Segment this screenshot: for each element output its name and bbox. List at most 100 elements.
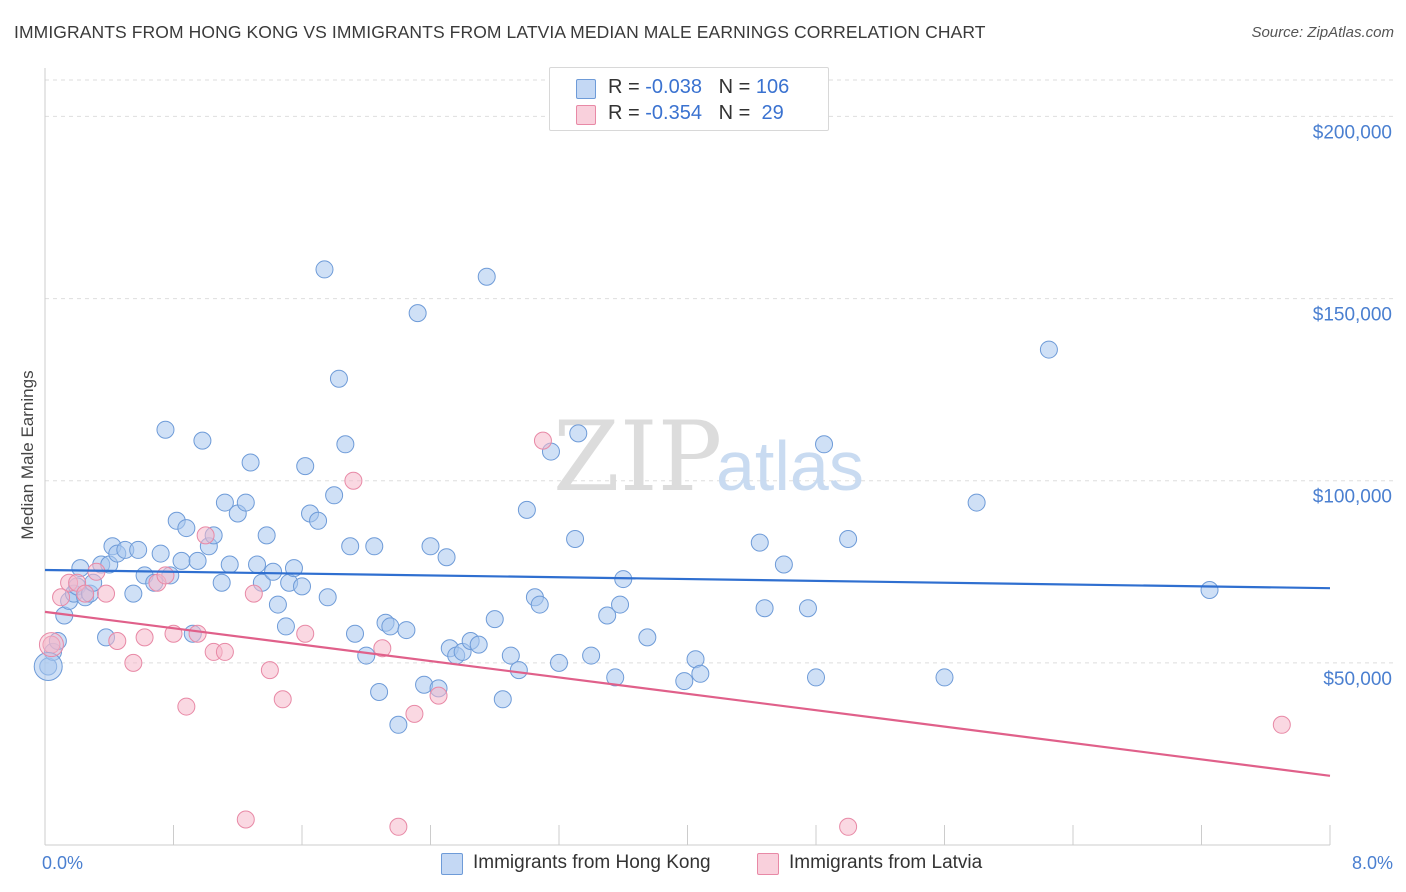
point-hong-kong bbox=[336, 435, 355, 454]
point-latvia bbox=[38, 632, 64, 658]
watermark-zip: ZIP bbox=[553, 401, 722, 513]
point-hong-kong bbox=[469, 635, 488, 654]
point-hong-kong bbox=[156, 420, 175, 439]
point-latvia bbox=[236, 810, 255, 829]
point-hong-kong bbox=[193, 431, 212, 450]
point-hong-kong bbox=[381, 617, 400, 636]
x-tick-label: 8.0% bbox=[1352, 853, 1393, 873]
point-hong-kong bbox=[318, 588, 337, 607]
point-hong-kong bbox=[611, 595, 630, 614]
point-hong-kong bbox=[1039, 340, 1058, 359]
point-hong-kong bbox=[151, 544, 170, 563]
point-hong-kong bbox=[509, 661, 528, 680]
point-latvia bbox=[156, 566, 175, 585]
tick-labels: $50,000 $100,000 $150,000 $200,000 0.0% 8.0% bbox=[42, 122, 1393, 873]
trend-line-latvia bbox=[44, 610, 1331, 777]
point-hong-kong bbox=[501, 646, 520, 665]
point-hong-kong bbox=[293, 577, 311, 596]
point-hong-kong bbox=[315, 260, 334, 279]
point-latvia bbox=[273, 690, 292, 709]
point-latvia bbox=[429, 686, 448, 705]
point-hong-kong bbox=[172, 551, 191, 570]
point-hong-kong bbox=[815, 435, 834, 454]
point-hong-kong bbox=[309, 511, 328, 530]
point-hong-kong bbox=[675, 672, 694, 691]
legend-n-label: N = bbox=[718, 76, 756, 98]
point-hong-kong bbox=[346, 624, 365, 643]
point-hong-kong bbox=[370, 683, 389, 701]
point-hong-kong bbox=[341, 537, 360, 556]
point-hong-kong bbox=[477, 267, 496, 286]
point-hong-kong bbox=[236, 493, 255, 512]
legend-n-value: 29 bbox=[755, 102, 784, 124]
grid bbox=[45, 79, 1395, 664]
point-hong-kong bbox=[798, 599, 817, 618]
y-tick-label: $100,000 bbox=[1313, 487, 1392, 508]
bottom-legend-swatch-hong-kong bbox=[441, 853, 463, 875]
point-hong-kong bbox=[257, 526, 276, 545]
point-hong-kong bbox=[264, 562, 283, 581]
point-hong-kong bbox=[276, 617, 295, 636]
watermark: ZIP atlas bbox=[553, 401, 864, 513]
y-axis-label: Median Male Earnings bbox=[18, 370, 37, 539]
point-latvia bbox=[405, 704, 424, 723]
point-hong-kong bbox=[220, 555, 239, 574]
point-hong-kong bbox=[397, 621, 416, 640]
point-latvia bbox=[244, 584, 263, 603]
point-hong-kong bbox=[33, 652, 63, 681]
point-hong-kong bbox=[325, 486, 344, 505]
watermark-atlas: atlas bbox=[716, 427, 864, 505]
point-hong-kong bbox=[935, 668, 954, 687]
point-latvia bbox=[260, 661, 279, 680]
point-hong-kong bbox=[296, 457, 315, 476]
point-latvia bbox=[108, 632, 127, 650]
point-latvia bbox=[196, 526, 215, 545]
data-points bbox=[33, 260, 1291, 836]
point-latvia bbox=[135, 628, 154, 647]
point-hong-kong bbox=[550, 653, 568, 672]
point-hong-kong bbox=[774, 555, 793, 574]
point-hong-kong bbox=[755, 599, 774, 618]
point-hong-kong bbox=[582, 646, 601, 665]
point-latvia bbox=[52, 588, 71, 607]
point-hong-kong bbox=[177, 519, 196, 538]
point-hong-kong bbox=[357, 646, 376, 665]
point-latvia bbox=[389, 817, 408, 836]
point-hong-kong bbox=[691, 664, 710, 683]
point-hong-kong bbox=[241, 453, 260, 472]
point-hong-kong bbox=[517, 500, 536, 519]
point-hong-kong bbox=[807, 668, 825, 687]
point-hong-kong bbox=[437, 548, 456, 567]
axes bbox=[44, 68, 1331, 846]
point-hong-kong bbox=[389, 715, 408, 734]
point-hong-kong bbox=[408, 304, 427, 323]
point-latvia bbox=[97, 584, 116, 603]
point-hong-kong bbox=[212, 573, 231, 592]
point-latvia bbox=[76, 584, 95, 603]
source-credit: Source: ZipAtlas.com bbox=[1251, 24, 1394, 41]
point-hong-kong bbox=[268, 595, 287, 614]
point-hong-kong bbox=[365, 537, 384, 556]
point-hong-kong bbox=[421, 537, 440, 556]
point-latvia bbox=[373, 639, 392, 658]
point-hong-kong bbox=[124, 584, 143, 603]
point-hong-kong bbox=[215, 493, 234, 512]
legend-n-value: 106 bbox=[755, 76, 790, 98]
legend-n-label: N = bbox=[718, 102, 756, 124]
point-hong-kong bbox=[598, 606, 617, 625]
point-latvia bbox=[296, 624, 315, 643]
point-hong-kong bbox=[967, 493, 986, 512]
point-hong-kong bbox=[530, 595, 549, 614]
point-latvia bbox=[344, 471, 363, 490]
point-hong-kong bbox=[569, 424, 588, 443]
point-hong-kong bbox=[188, 551, 207, 570]
point-hong-kong bbox=[750, 533, 769, 552]
point-hong-kong bbox=[566, 530, 585, 548]
point-latvia bbox=[839, 817, 858, 836]
correlation-legend: R = -0.038 N = 106 R = -0.354 N = 29 bbox=[549, 67, 829, 131]
legend-r-label: R = bbox=[608, 76, 646, 98]
point-hong-kong bbox=[129, 540, 148, 559]
point-hong-kong bbox=[606, 668, 625, 687]
point-latvia bbox=[215, 642, 234, 661]
